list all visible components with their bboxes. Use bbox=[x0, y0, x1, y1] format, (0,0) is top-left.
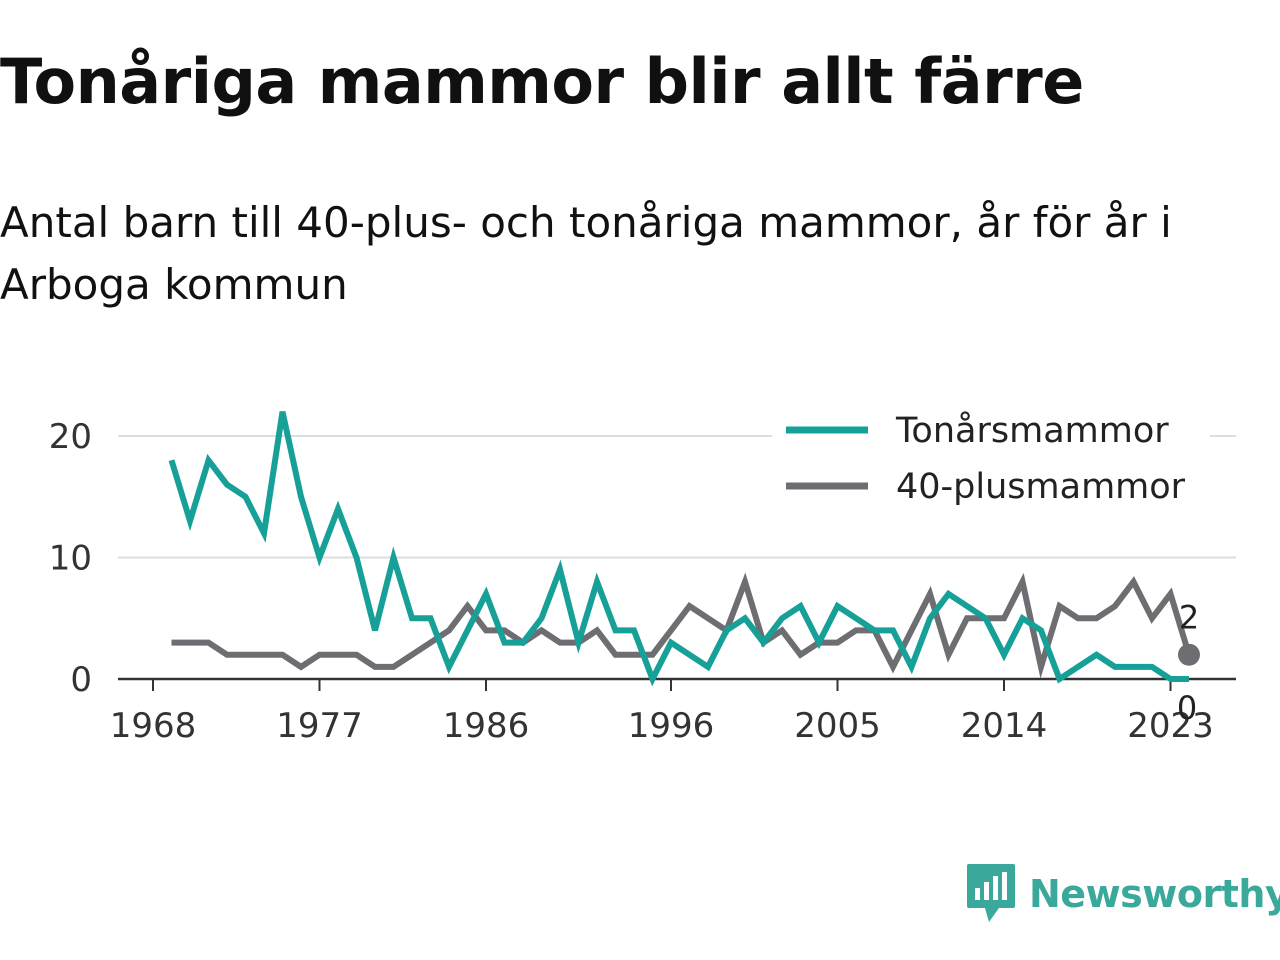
y-tick-label: 0 bbox=[70, 660, 92, 700]
end-label-fortyplus: 2 bbox=[1179, 599, 1199, 637]
y-tick-label: 10 bbox=[49, 539, 92, 579]
legend-label: Tonårsmammor bbox=[895, 410, 1169, 451]
x-tick-labels: 1968 1977 1986 1996 2005 2014 2023 bbox=[110, 706, 1214, 746]
x-tick-label: 2005 bbox=[794, 706, 881, 746]
chart-subtitle: Antal barn till 40-plus- och tonåriga ma… bbox=[0, 198, 1172, 309]
end-labels: 20 bbox=[1177, 599, 1199, 727]
y-axis: 0 10 20 bbox=[49, 417, 92, 700]
y-tick-label: 20 bbox=[49, 417, 92, 457]
newsworthy-logo-icon bbox=[967, 864, 1015, 922]
legend-label: 40-plusmammor bbox=[896, 467, 1186, 507]
x-tick-label: 2014 bbox=[961, 706, 1048, 746]
x-tick-label: 1968 bbox=[110, 706, 197, 746]
x-tick-label: 1986 bbox=[443, 706, 530, 746]
x-tick-label: 1996 bbox=[628, 706, 715, 746]
legend: Tonårsmammor 40-plusmammor bbox=[772, 408, 1210, 514]
x-axis bbox=[118, 677, 1236, 691]
series-lines bbox=[168, 411, 1200, 687]
brand-name: Newsworthy bbox=[1029, 872, 1280, 916]
x-tick-label: 1977 bbox=[276, 706, 363, 746]
x-tick-label: 2023 bbox=[1127, 706, 1214, 746]
newsworthy-logo: Newsworthy bbox=[965, 862, 1280, 926]
end-label-tonars: 0 bbox=[1177, 689, 1197, 727]
chart-title: Tonåriga mammor blir allt färre bbox=[0, 45, 1084, 118]
legend-background bbox=[772, 408, 1210, 514]
series-line-fortyplusmammor bbox=[171, 572, 1192, 679]
series-line-tonarsmammor bbox=[168, 411, 1189, 687]
end-marker bbox=[1178, 643, 1200, 666]
